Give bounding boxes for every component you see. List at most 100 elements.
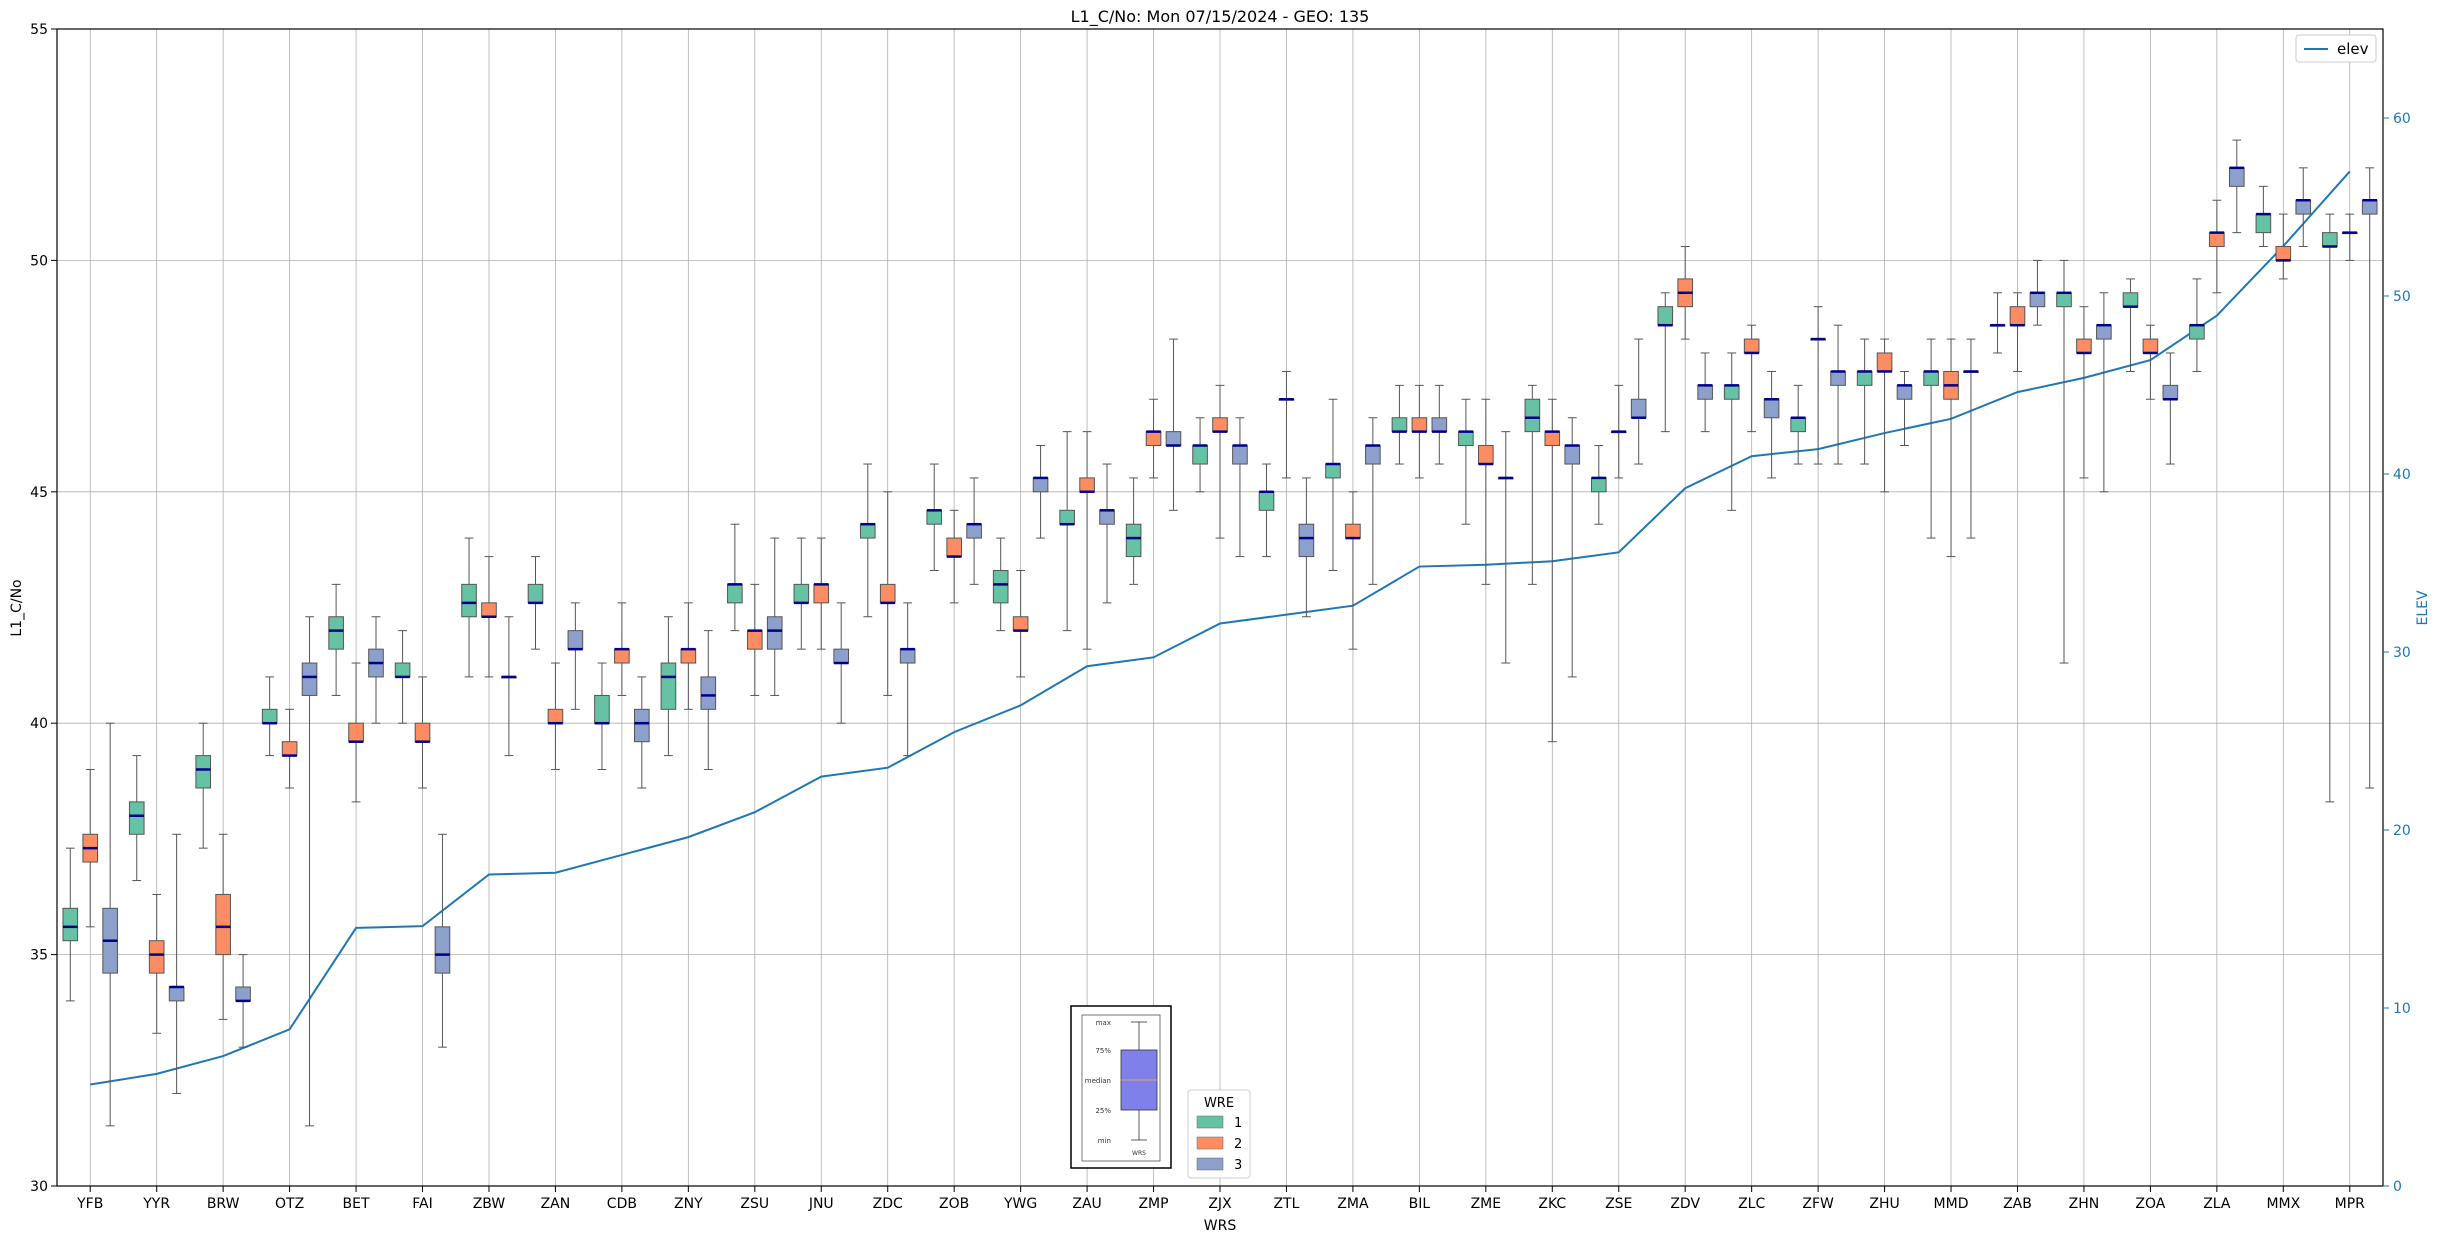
elev-legend: elev [2295,34,2377,63]
box-body [1478,445,1494,465]
y-tick-label: 50 [30,253,48,269]
box-BRW-3 [235,954,251,1048]
box-ZNY-1 [660,616,677,757]
box-body [1630,398,1647,419]
box-MPR-3 [2361,167,2378,789]
box-ZHN-1 [2056,259,2072,664]
x-tick-label: ZDV [1670,1196,1700,1212]
box-BIL-2 [1411,384,1428,479]
box-key-min: min [1098,1137,1111,1145]
wre-legend-label-1: 1 [1234,1116,1242,1131]
chart-title: L1_C/No: Mon 07/15/2024 - GEO: 135 [1071,7,1370,27]
box-ZMA-3 [1365,417,1381,585]
box-JNU-2 [813,537,830,650]
box-BIL-1 [1391,384,1408,465]
box-ZTL-2 [1278,370,1295,479]
box-ZKC-2 [1544,398,1561,743]
box-ZTL-1 [1258,463,1275,558]
box-body [2361,199,2378,215]
y-tick-label: 30 [30,1179,48,1195]
box-MMX-3 [2295,167,2312,248]
box-body [2228,167,2245,187]
box-ZLA-3 [2228,139,2245,234]
box-YFB-1 [62,847,79,1002]
box-body [2009,306,2026,326]
box-body [1790,417,1806,433]
box-body [1079,477,1095,493]
box-ZFW-2 [1810,306,1826,465]
box-body [1590,477,1607,493]
box-body [2322,232,2338,248]
y-axis-label: L1_C/No [9,579,25,636]
box-body [1099,509,1115,525]
box-BET-2 [348,662,364,803]
elevation-line [90,170,2351,1086]
box-body [926,509,943,525]
wre-legend-label-3: 3 [1234,1158,1242,1173]
box-body [128,801,145,835]
box-body [992,569,1009,604]
box-MMX-2 [2275,213,2292,280]
box-ZNY-2 [680,602,697,710]
box-ZDC-3 [899,602,916,757]
x-tick-label: ZTL [1273,1196,1299,1212]
x-tick-label: ZAB [2003,1196,2032,1212]
box-MMD-2 [1943,338,1959,558]
box-MMX-1 [2255,185,2272,248]
box-body [1165,431,1182,447]
box-body [634,708,650,743]
box-CDB-1 [594,662,610,770]
box-body [168,986,185,1002]
box-ZDV-1 [1657,292,1674,433]
box-body [527,583,544,604]
box-body [746,630,763,650]
wre-legend-title: WRE [1204,1096,1234,1111]
box-body [2122,292,2139,308]
box-body [594,694,610,724]
box-ZKC-3 [1564,417,1581,678]
box-BIL-3 [1431,384,1448,465]
box-ZDC-1 [859,463,876,618]
x-tick-label: BET [343,1196,370,1212]
box-ZSE-2 [1610,384,1627,479]
wre-legend-label-2: 2 [1234,1137,1242,1152]
elev-legend-label: elev [2337,40,2369,58]
x-tick-label: BIL [1409,1196,1431,1212]
box-body [414,722,431,743]
box-key-q3: 75% [1095,1047,1111,1055]
box-body [879,583,896,604]
box-body [680,648,697,664]
y2-tick-label: 20 [2393,823,2411,839]
box-ZHU-3 [1896,370,1913,447]
box-YYR-1 [128,755,145,882]
box-body [1145,431,1162,447]
x-tick-label: ZMP [1138,1196,1168,1212]
box-key-inset: max 75% median 25% min WRS [1070,1005,1172,1169]
box-MMD-1 [1923,338,1939,539]
box-BRW-1 [195,722,212,849]
box-FAI-3 [434,833,451,1048]
box-layer [62,139,2378,1127]
y-tick-label: 55 [30,22,48,38]
y2-tick-label: 40 [2393,467,2411,483]
box-body [1325,463,1341,479]
box-body [1298,523,1315,558]
box-body [1391,417,1408,433]
box-body [833,648,850,664]
box-ZMP-3 [1165,338,1182,511]
x-tick-label: ZFW [1802,1196,1834,1212]
box-ZKC-1 [1524,384,1541,585]
box-YWG-1 [992,537,1009,632]
box-body [328,616,344,650]
box-ZSE-1 [1590,445,1607,525]
box-ZNY-3 [700,630,717,770]
y2-tick-label: 30 [2393,645,2411,661]
box-YYR-3 [168,833,185,1094]
box-body [2056,292,2072,308]
box-body [1524,398,1541,433]
box-body [148,940,165,974]
box-body [2029,292,2046,308]
box-MMD-3 [1963,338,1979,539]
